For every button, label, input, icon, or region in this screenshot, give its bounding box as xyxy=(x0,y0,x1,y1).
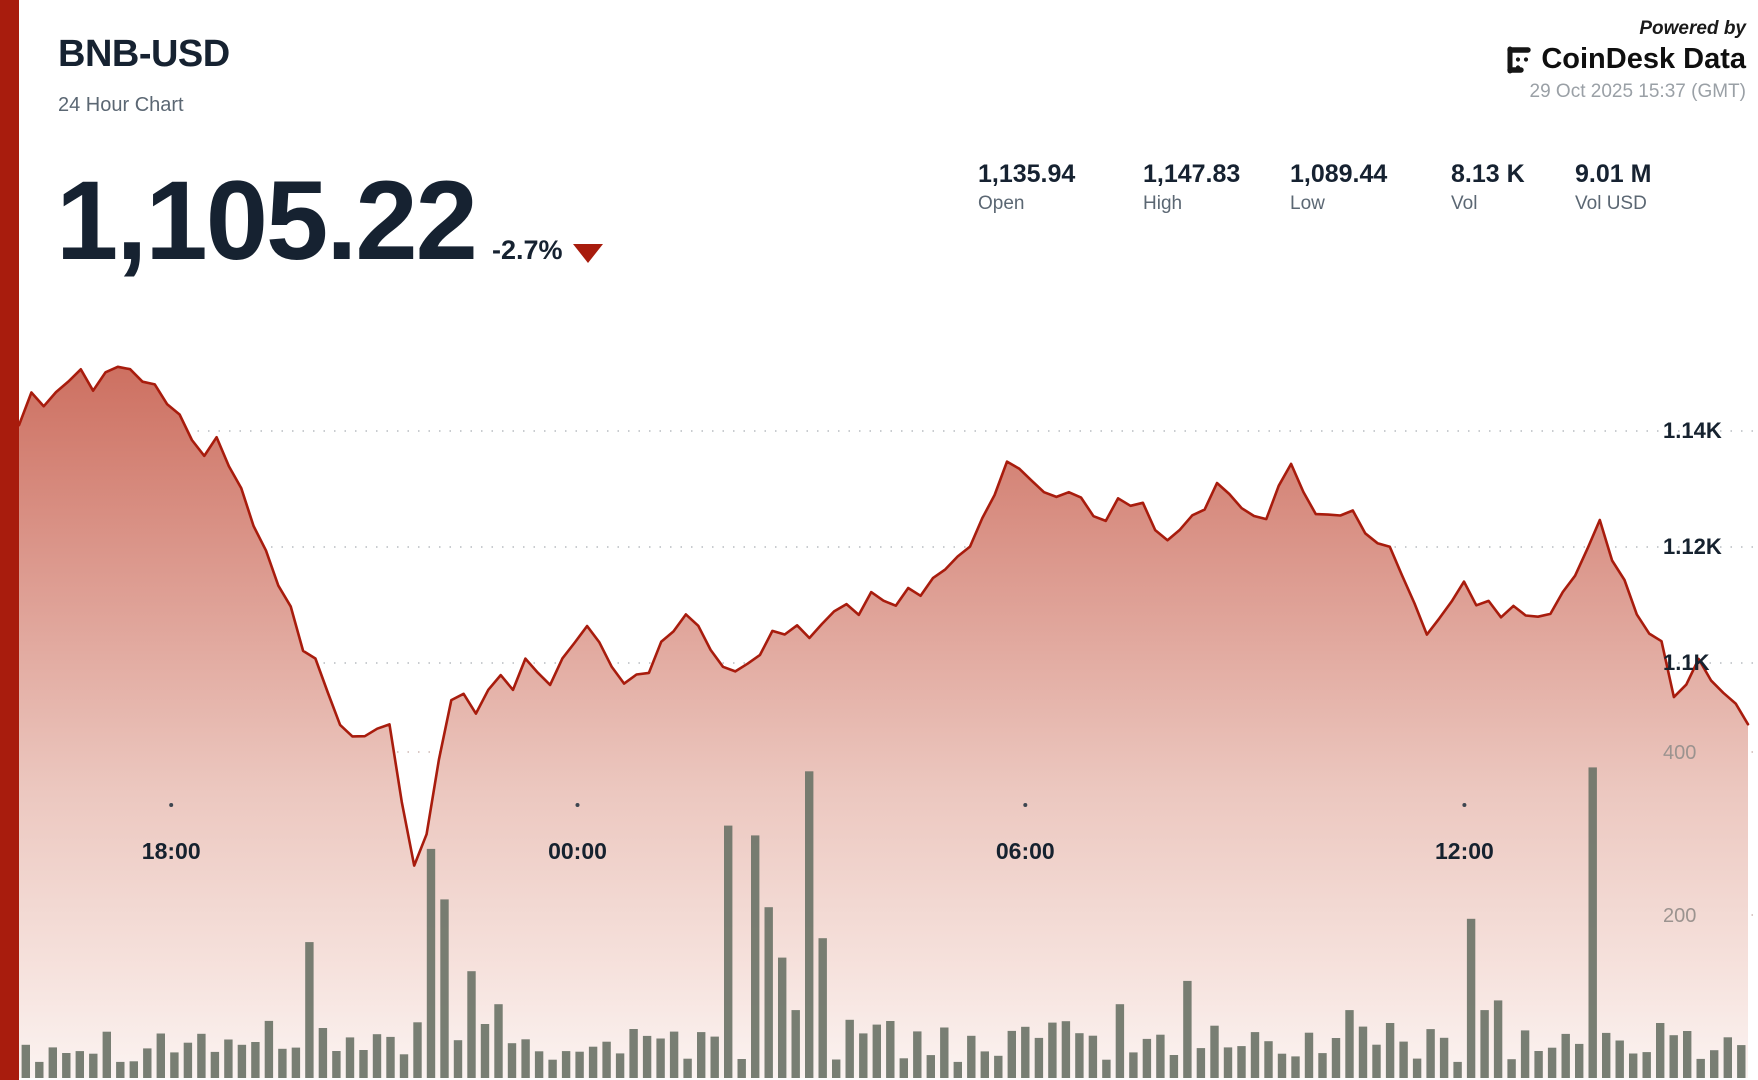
svg-text:1.1K: 1.1K xyxy=(1663,650,1710,675)
svg-text:06:00: 06:00 xyxy=(996,838,1055,864)
svg-text:1.12K: 1.12K xyxy=(1663,534,1722,559)
svg-text:1.14K: 1.14K xyxy=(1663,418,1722,443)
svg-text:400: 400 xyxy=(1663,742,1696,764)
svg-text:200: 200 xyxy=(1663,905,1696,927)
svg-text:00:00: 00:00 xyxy=(548,838,607,864)
svg-text:18:00: 18:00 xyxy=(142,838,201,864)
svg-text:12:00: 12:00 xyxy=(1435,838,1494,864)
